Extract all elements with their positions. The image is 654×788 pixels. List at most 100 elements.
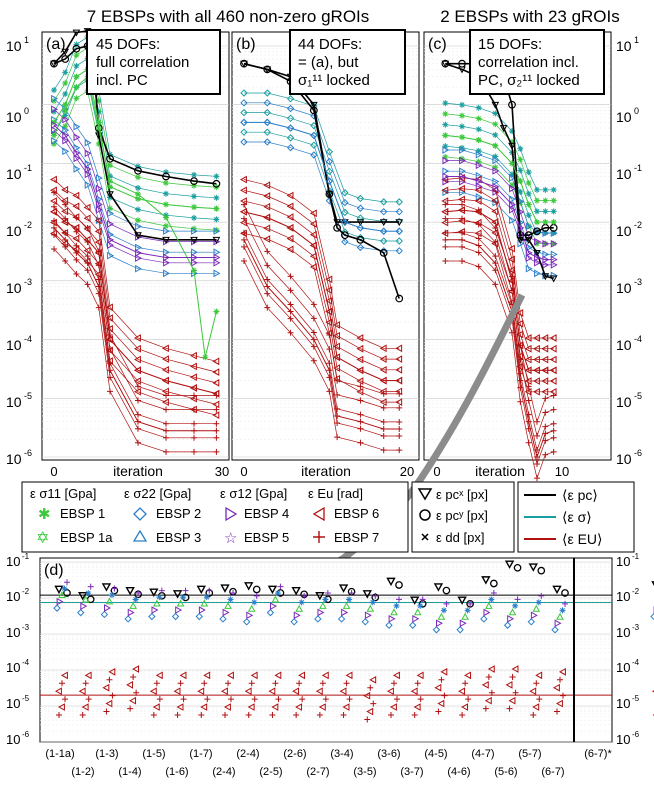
legend-mean-pc: ⟨ε pc⟩ xyxy=(562,487,598,503)
series-ebsp-1-sigma-bundle-5-point xyxy=(459,113,465,119)
d-top-labels: (1-1a)(1-3)(1-5)(1-7)(2-4)(2-6)(3-4)(3-6… xyxy=(45,748,612,760)
ytick-label-right: 10 xyxy=(616,337,632,353)
d-bottom-label: (4-6) xyxy=(447,766,470,778)
box-a-line-1: 45 DOFs: xyxy=(96,36,160,53)
series-ebsp-1-sigma-bundle-6-point xyxy=(51,87,57,93)
series-ebsp-1-sigma-point xyxy=(517,178,523,184)
d-point-sigma xyxy=(370,599,376,605)
legend-ebsp1: EBSP 1 xyxy=(60,506,105,521)
ytick-label: 10 xyxy=(6,223,22,239)
legend-ebsp7: EBSP 7 xyxy=(334,530,379,545)
xtick-label-c-10: 10 xyxy=(555,464,569,479)
header-right: 2 EBSPs with 23 gROIs xyxy=(440,7,620,26)
d-ytick-label-right: 10 xyxy=(616,696,630,711)
ytick-exponent-right: -4 xyxy=(634,334,642,344)
ytick-exponent-right: 0 xyxy=(634,106,639,116)
ytick-label: 10 xyxy=(6,337,22,353)
legend-mean-sigma: ⟨ε σ⟩ xyxy=(562,509,592,525)
ytick-exponent-right: -5 xyxy=(634,391,642,401)
panel-a-box: 45 DOFs: full correlation incl. PC xyxy=(87,30,220,94)
d-ytick-label-right: 10 xyxy=(616,554,630,569)
d-ytick-exponent: -2 xyxy=(22,587,30,596)
d-point-sigma xyxy=(251,599,257,605)
legend-ebsp: ε σ11 [Gpa] ε σ22 [Gpa] ε σ12 [Gpa] ε Eu… xyxy=(22,482,408,552)
ytick-exponent: 0 xyxy=(24,106,29,116)
d-ytick-exponent-right: -3 xyxy=(632,623,640,632)
d-ytick-label-right: 10 xyxy=(616,732,630,747)
d-top-label: (2-6) xyxy=(283,748,306,760)
d-top-label: (5-7) xyxy=(518,748,541,760)
d-bottom-label: (2-5) xyxy=(259,766,282,778)
legend-pcy: ε pcʸ [px] xyxy=(436,508,488,523)
box-c-line-2: correlation incl. xyxy=(478,54,579,71)
series-ebsp-1a-sigma-point xyxy=(73,84,79,90)
xlabel-a: iteration xyxy=(113,463,163,479)
d-top-label: (1-3) xyxy=(95,748,118,760)
d-ytick-label: 10 xyxy=(6,660,20,675)
ytick-exponent-right: -3 xyxy=(634,277,642,287)
xtick-label-c-0: 0 xyxy=(433,464,440,479)
d-ytick-label-right: 10 xyxy=(616,589,630,604)
legend-marker-hexagram: ✡ xyxy=(36,530,49,547)
ytick-label: 10 xyxy=(6,451,22,467)
legend-ebsp1a: EBSP 1a xyxy=(60,530,113,545)
d-point-sigma xyxy=(512,603,518,609)
d-point-sigma xyxy=(417,603,423,609)
legend-ebsp2: EBSP 2 xyxy=(156,506,201,521)
d-ytick-label: 10 xyxy=(6,625,20,640)
header-left: 7 EBSPs with all 460 non-zero gROIs xyxy=(87,7,370,26)
d-point-sigma xyxy=(560,607,566,613)
ytick-exponent-right: -2 xyxy=(634,220,642,230)
ytick-exponent: -3 xyxy=(24,277,32,287)
series-ebsp-1-sigma-bundle-6-point xyxy=(459,102,465,108)
panel-b-box: 44 DOFs: = (a), but σ₁¹¹ locked xyxy=(290,30,405,94)
ytick-label: 10 xyxy=(6,280,22,296)
d-ytick-label: 10 xyxy=(6,696,20,711)
legend-ebsp4: EBSP 4 xyxy=(244,506,289,521)
series-ebsp-1-sigma-bundle-4-point xyxy=(542,208,548,214)
legend-ebsp6: EBSP 6 xyxy=(334,506,379,521)
series-ebsp-1-sigma-bundle-4-point xyxy=(459,123,465,129)
d-point-sigma xyxy=(109,592,115,598)
legend-mean-eu: ⟨ε EU⟩ xyxy=(562,531,603,547)
legend-means: ⟨ε pc⟩ ⟨ε σ⟩ ⟨ε EU⟩ xyxy=(518,482,634,552)
series-ebsp-1-sigma-bundle-4-point xyxy=(534,208,540,214)
series-ebsp-1-sigma-bundle-4-point xyxy=(135,185,141,191)
box-b-line-2: = (a), but xyxy=(298,54,359,71)
xtick-label-b-0: 0 xyxy=(240,464,247,479)
legend-marker-pentagram: ☆ xyxy=(224,530,237,547)
ytick-exponent: -4 xyxy=(24,334,32,344)
d-top-label: (2-4) xyxy=(236,748,259,760)
xticks-abc: 0 30 iteration 0 20 iteration 0 10 itera… xyxy=(50,463,569,479)
d-ytick-exponent-right: -2 xyxy=(632,587,640,596)
ytick-label: 10 xyxy=(6,394,22,410)
d-ytick-label: 10 xyxy=(6,589,20,604)
series-ebsp-1-sigma-bundle-6-point xyxy=(62,69,68,75)
xtick-label-b-20: 20 xyxy=(400,464,414,479)
d-ytick-exponent-right: -6 xyxy=(632,730,640,739)
d-ytick-exponent: -3 xyxy=(22,623,30,632)
d-top-label: (4-5) xyxy=(424,748,447,760)
d-bottom-label: (5-6) xyxy=(494,766,517,778)
d-bottom-label: (1-6) xyxy=(165,766,188,778)
box-b-line-3: σ₁¹¹ locked xyxy=(298,72,370,89)
ytick-exponent: -2 xyxy=(24,220,32,230)
legend-header-sigma12: ε σ12 [Gpa] xyxy=(220,486,287,501)
series-ebsp-1a-sigma-point xyxy=(107,178,113,184)
panel-c-box: 15 DOFs: correlation incl. PC, σ₂¹¹ lock… xyxy=(470,30,604,94)
ytick-exponent: -6 xyxy=(24,448,32,458)
legend-header-sigma22: ε σ22 [Gpa] xyxy=(124,486,191,501)
xlabel-b: iteration xyxy=(301,463,351,479)
legend-marker-asterisk: ✱ xyxy=(38,506,51,523)
d-point-sigma xyxy=(62,586,68,592)
d-top-label: (1-5) xyxy=(142,748,165,760)
d-point-sigma xyxy=(536,599,542,605)
legend-ebsp5: EBSP 5 xyxy=(244,530,289,545)
panel-d-label: (d) xyxy=(44,562,64,579)
d-point-sigma xyxy=(394,603,400,609)
series-ebsp-1-sigma-point xyxy=(107,184,113,190)
d-ytick-label: 10 xyxy=(6,554,20,569)
d-bottom-label: (2-4) xyxy=(212,766,235,778)
legend-dd: ε dd [px] xyxy=(436,530,484,545)
d-top-label: (4-7) xyxy=(471,748,494,760)
